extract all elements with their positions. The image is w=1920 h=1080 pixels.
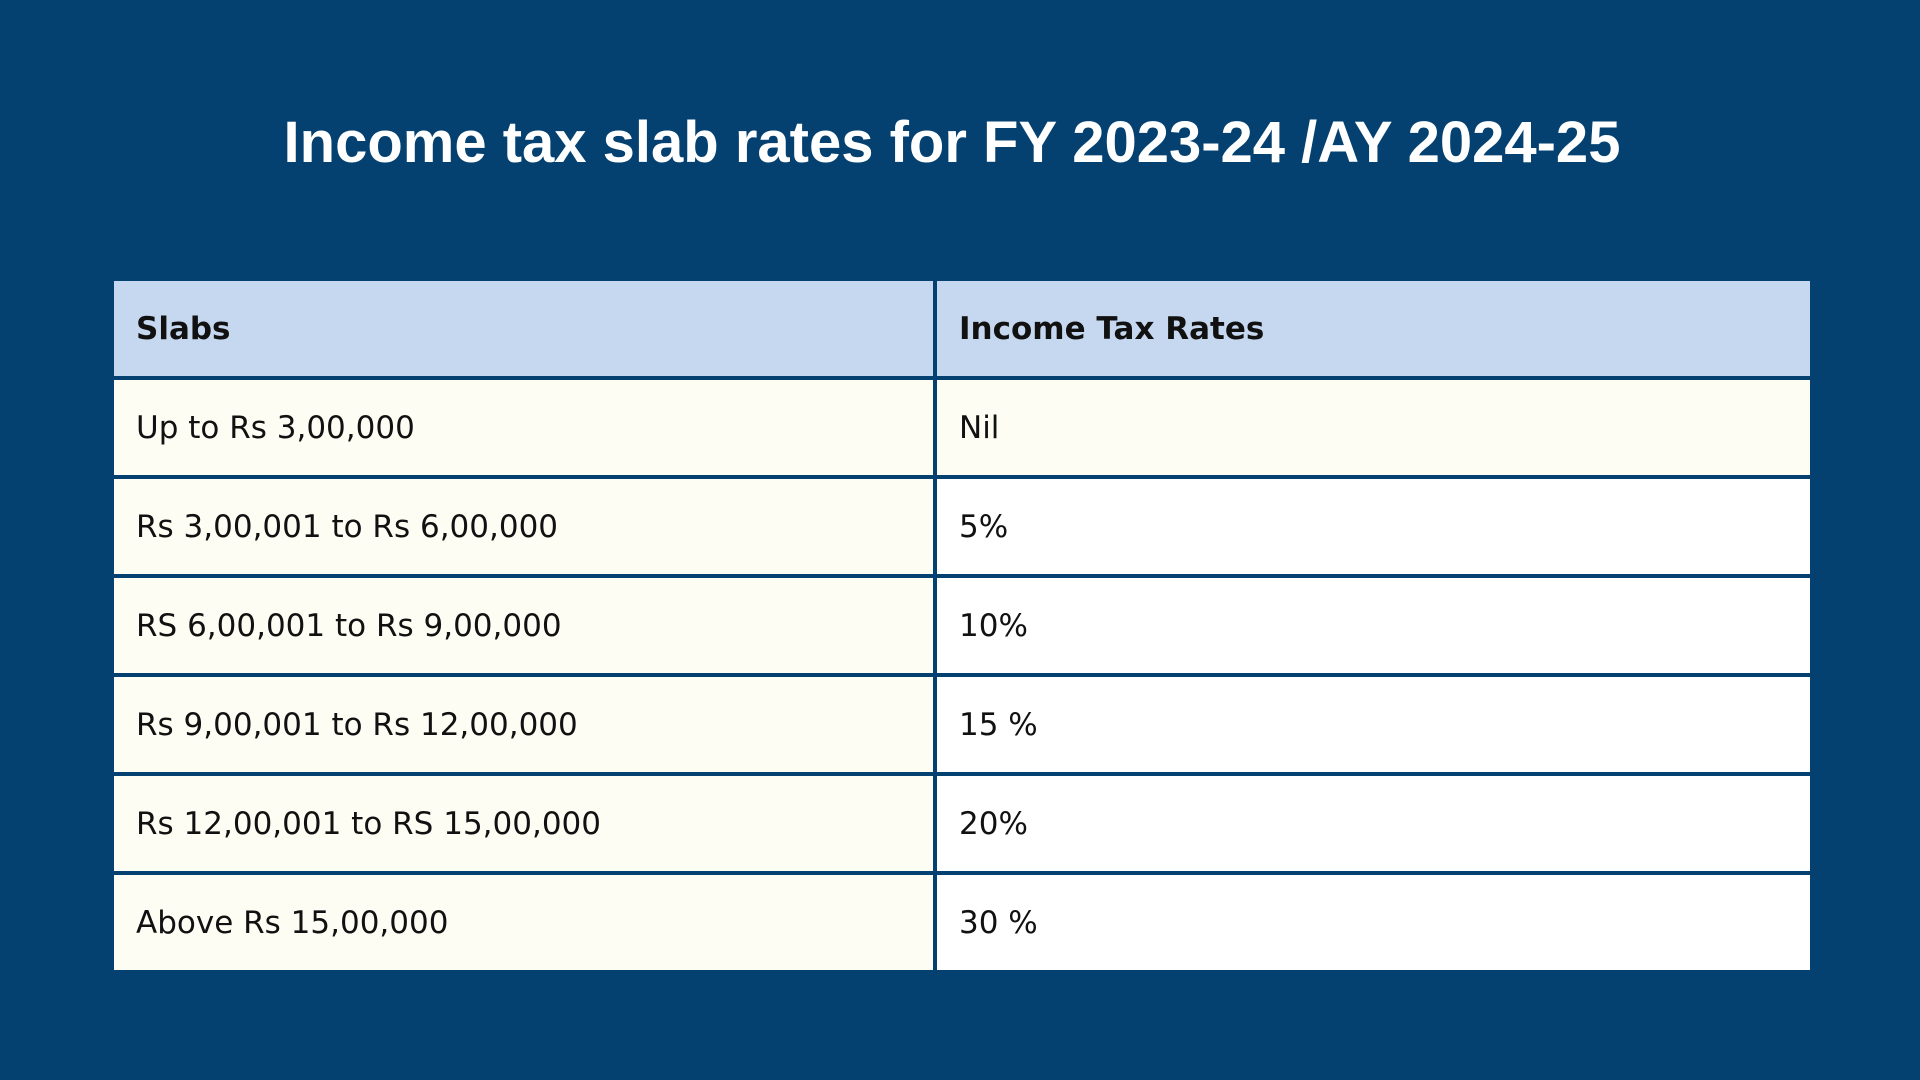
table-header-row: Slabs Income Tax Rates (110, 277, 1814, 380)
table-row: Rs 12,00,001 to RS 15,00,000 20% (110, 772, 1814, 875)
slab-cell: RS 6,00,001 to Rs 9,00,000 (110, 574, 937, 677)
slab-cell: Up to Rs 3,00,000 (110, 376, 937, 479)
column-header-slabs: Slabs (110, 277, 937, 380)
rate-cell: 5% (933, 475, 1814, 578)
rate-cell: 30 % (933, 871, 1814, 974)
slab-cell: Rs 12,00,001 to RS 15,00,000 (110, 772, 937, 875)
rate-cell: 10% (933, 574, 1814, 677)
table-row: Rs 9,00,001 to Rs 12,00,000 15 % (110, 673, 1814, 776)
table-row: Above Rs 15,00,000 30 % (110, 871, 1814, 974)
rate-cell: 20% (933, 772, 1814, 875)
rate-cell: Nil (933, 376, 1814, 479)
rate-cell: 15 % (933, 673, 1814, 776)
slab-cell: Rs 3,00,001 to Rs 6,00,000 (110, 475, 937, 578)
table-row: Up to Rs 3,00,000 Nil (110, 376, 1814, 479)
slab-cell: Rs 9,00,001 to Rs 12,00,000 (110, 673, 937, 776)
tax-slab-table: Slabs Income Tax Rates Up to Rs 3,00,000… (110, 277, 1814, 974)
column-header-rates: Income Tax Rates (933, 277, 1814, 380)
page-title: Income tax slab rates for FY 2023-24 /AY… (283, 110, 1621, 175)
slab-cell: Above Rs 15,00,000 (110, 871, 937, 974)
table-row: RS 6,00,001 to Rs 9,00,000 10% (110, 574, 1814, 677)
table-row: Rs 3,00,001 to Rs 6,00,000 5% (110, 475, 1814, 578)
